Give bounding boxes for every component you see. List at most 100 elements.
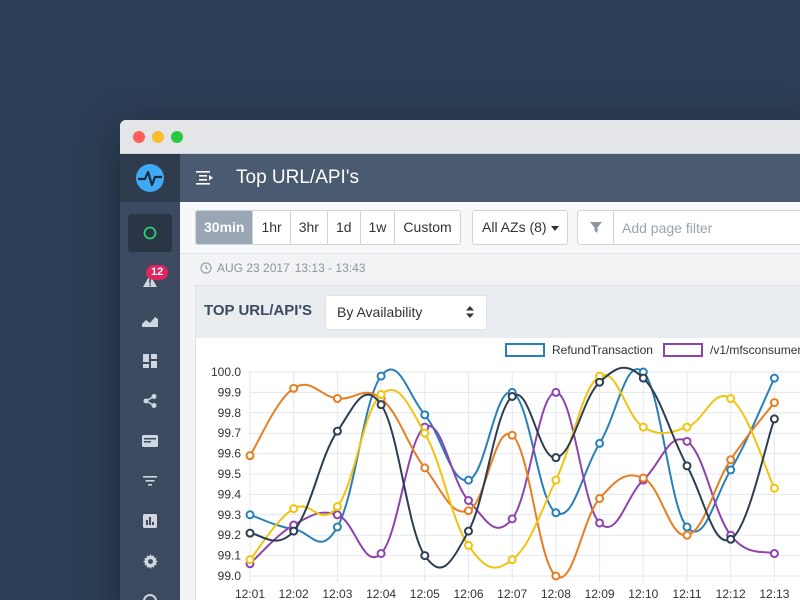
data-point[interactable] — [769, 398, 779, 408]
data-point[interactable] — [332, 510, 342, 520]
data-point[interactable] — [551, 475, 561, 485]
data-point[interactable] — [420, 463, 430, 473]
gear-icon — [142, 553, 158, 569]
data-point[interactable] — [245, 510, 255, 520]
data-point[interactable] — [332, 522, 342, 532]
sidebar-item-cards[interactable] — [120, 421, 180, 461]
time-3hr-button[interactable]: 3hr — [290, 211, 328, 244]
data-point[interactable] — [682, 436, 692, 446]
time-30min-button[interactable]: 30min — [196, 211, 254, 244]
maximize-button[interactable] — [171, 130, 183, 143]
data-point[interactable] — [420, 551, 430, 561]
data-point[interactable] — [595, 518, 605, 528]
dashboard-icon — [143, 354, 157, 368]
data-point[interactable] — [507, 391, 517, 401]
data-point[interactable] — [245, 555, 255, 565]
bar-chart-icon — [143, 514, 157, 528]
data-point[interactable] — [464, 526, 473, 536]
data-point[interactable] — [726, 534, 736, 544]
data-point[interactable] — [420, 410, 430, 420]
sidebar-item-settings[interactable] — [120, 541, 180, 581]
data-point[interactable] — [376, 400, 386, 410]
time-1w-button[interactable]: 1w — [360, 211, 396, 244]
x-tick-label: 12:11 — [672, 587, 701, 600]
data-point[interactable] — [507, 514, 517, 524]
data-point[interactable] — [638, 373, 648, 383]
legend-swatch[interactable] — [505, 343, 545, 357]
legend-label[interactable]: RefundTransaction — [552, 343, 653, 357]
data-point[interactable] — [638, 473, 648, 483]
data-point[interactable] — [551, 387, 561, 397]
alert-icon — [143, 275, 157, 287]
data-point[interactable] — [332, 502, 342, 512]
sort-caret-icon — [466, 306, 474, 318]
data-point[interactable] — [464, 475, 473, 485]
sidebar-item-more[interactable] — [120, 581, 180, 600]
card-icon — [142, 435, 158, 447]
main-content: Top URL/API's 30min 1hr 3hr 1d 1w Custom… — [180, 154, 800, 600]
data-point[interactable] — [769, 373, 779, 383]
sidebar-item-share[interactable] — [120, 381, 180, 421]
data-point[interactable] — [507, 430, 517, 440]
data-point[interactable] — [507, 555, 517, 565]
sidebar-item-metrics[interactable] — [120, 301, 180, 341]
legend-label[interactable]: /v1/mfsconsumer — [710, 343, 800, 357]
data-point[interactable] — [420, 428, 430, 438]
legend-swatch[interactable] — [663, 343, 703, 357]
panel-header: TOP URL/API'S By Availability — [196, 286, 800, 338]
data-point[interactable] — [682, 530, 692, 540]
data-point[interactable] — [595, 438, 605, 448]
sidebar-item-filters[interactable] — [120, 461, 180, 501]
data-point[interactable] — [638, 422, 648, 432]
menu-collapse-icon[interactable] — [196, 171, 214, 185]
data-point[interactable] — [289, 504, 299, 514]
data-point[interactable] — [682, 422, 692, 432]
data-point[interactable] — [332, 394, 342, 404]
time-custom-button[interactable]: Custom — [395, 211, 460, 244]
minimize-button[interactable] — [152, 130, 164, 143]
sort-select[interactable]: By Availability — [325, 295, 487, 330]
data-point[interactable] — [682, 461, 692, 471]
y-tick-label: 99.0 — [218, 569, 242, 583]
data-point[interactable] — [726, 455, 736, 465]
chart-area: 99.0 99.1 99.2 99.3 99.4 99.5 99.6 99.7 99.8 99.9… — [196, 338, 800, 600]
data-point[interactable] — [332, 426, 342, 436]
data-point[interactable] — [595, 493, 605, 503]
app-logo[interactable] — [120, 154, 180, 202]
data-point[interactable] — [464, 540, 473, 550]
sidebar-item-reports[interactable] — [120, 501, 180, 541]
page-filter-input[interactable] — [622, 211, 800, 244]
sidebar-item-dashboards[interactable] — [120, 341, 180, 381]
time-1d-button[interactable]: 1d — [327, 211, 361, 244]
data-point[interactable] — [245, 451, 255, 461]
pulse-logo-icon — [136, 164, 164, 192]
az-select[interactable]: All AZs (8) — [472, 210, 568, 245]
data-point[interactable] — [245, 528, 255, 538]
data-point[interactable] — [376, 371, 386, 381]
alert-count-badge: 12 — [146, 265, 169, 280]
data-point[interactable] — [289, 526, 299, 536]
data-point[interactable] — [376, 549, 386, 559]
data-point[interactable] — [769, 549, 779, 559]
data-point[interactable] — [551, 508, 561, 518]
data-point[interactable] — [289, 383, 299, 393]
data-point[interactable] — [769, 483, 779, 493]
data-point[interactable] — [682, 522, 692, 532]
data-point[interactable] — [726, 394, 736, 404]
data-point[interactable] — [769, 414, 779, 424]
sidebar-item-alerts[interactable]: 12 — [120, 261, 180, 301]
data-point[interactable] — [376, 389, 386, 399]
time-range-selector: 30min 1hr 3hr 1d 1w Custom — [195, 210, 461, 245]
y-tick-label: 99.7 — [218, 426, 242, 440]
data-point[interactable] — [551, 571, 561, 581]
chart-grid — [249, 371, 800, 582]
data-point[interactable] — [464, 506, 473, 516]
time-1hr-button[interactable]: 1hr — [253, 211, 291, 244]
close-button[interactable] — [133, 130, 145, 143]
data-point[interactable] — [595, 377, 605, 387]
data-point[interactable] — [551, 453, 561, 463]
data-point[interactable] — [464, 496, 473, 506]
sidebar-item-overview[interactable] — [120, 213, 180, 253]
data-point[interactable] — [726, 465, 736, 475]
filter-button[interactable] — [578, 211, 614, 244]
